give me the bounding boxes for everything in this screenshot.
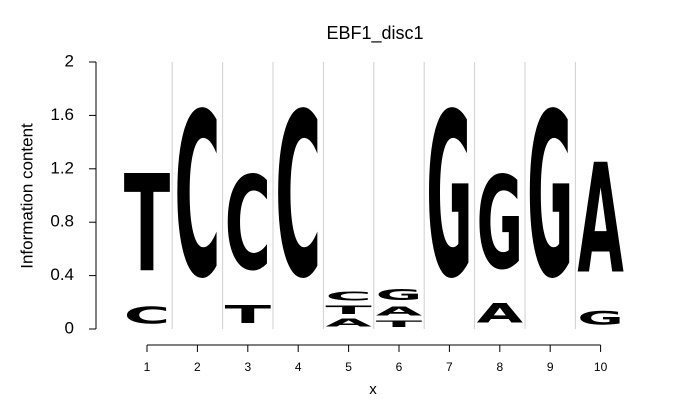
y-axis-label: Information content: [17, 123, 36, 269]
x-tick-label: 10: [594, 360, 608, 374]
letter: A: [376, 304, 423, 318]
x-tick-label: 6: [396, 360, 403, 374]
letter: C: [275, 66, 321, 329]
y-tick-label: 1.2: [50, 158, 74, 177]
letter: T: [124, 147, 170, 302]
letter: T: [225, 300, 271, 329]
letter: G: [577, 308, 623, 329]
letter: A: [325, 317, 372, 329]
x-tick-label: 9: [547, 360, 554, 374]
letter: G: [527, 65, 573, 328]
x-tick-label: 2: [194, 360, 201, 374]
x-axis-label: x: [369, 381, 377, 398]
letter: T: [325, 304, 371, 317]
letter: G: [477, 150, 523, 299]
letter: C: [174, 66, 220, 329]
letter: A: [477, 298, 524, 329]
letter: G: [426, 65, 472, 328]
letter: C: [124, 303, 170, 329]
x-tick-label: 3: [244, 360, 251, 374]
y-tick-label: 0.8: [50, 212, 74, 231]
y-tick-label: 0.4: [50, 265, 74, 284]
y-tick-label: 0: [65, 318, 74, 337]
chart-title: EBF1_disc1: [326, 23, 423, 44]
letter: G: [376, 286, 422, 303]
x-tick-label: 1: [144, 360, 151, 374]
letter: C: [325, 289, 371, 304]
y-tick-label: 2: [65, 51, 74, 70]
letter: A: [577, 134, 624, 309]
x-tick-label: 7: [446, 360, 453, 374]
x-tick-label: 4: [295, 360, 302, 374]
x-tick-label: 8: [496, 360, 503, 374]
y-tick-label: 1.6: [50, 105, 74, 124]
letter: T: [376, 319, 422, 330]
x-tick-label: 5: [345, 360, 352, 374]
letter: C: [225, 149, 271, 299]
